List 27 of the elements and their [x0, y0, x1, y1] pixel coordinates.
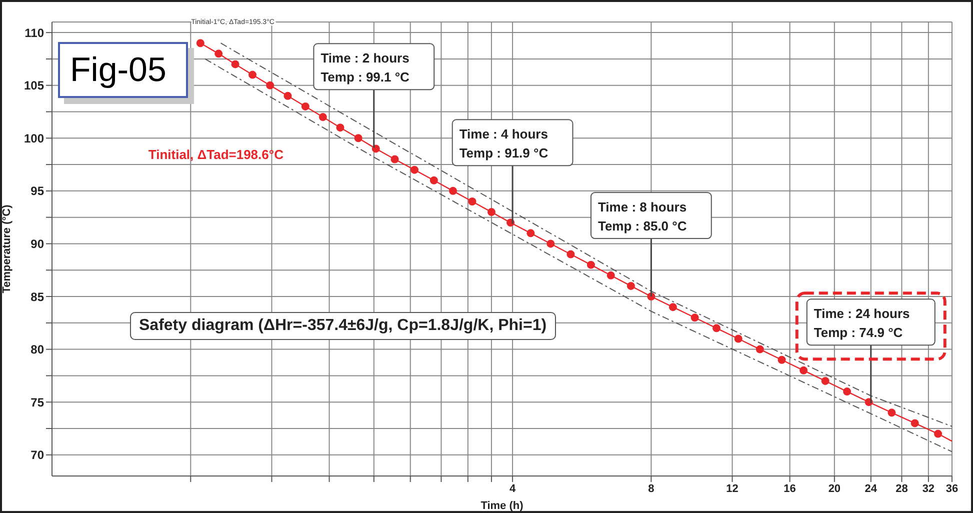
x-tick-label: 8 [648, 482, 654, 495]
y-tick-label: 95 [30, 184, 44, 198]
y-tick-label: 70 [30, 448, 44, 462]
x-tick-label: 24 [864, 482, 878, 495]
y-tick-label: 80 [30, 342, 44, 357]
x-tick-label: 36 [946, 482, 958, 495]
text: Fig-05 [58, 42, 188, 98]
y-tick-label: 105 [24, 78, 44, 93]
x-tick-label: 28 [896, 482, 908, 495]
x-tick-label: 12 [726, 482, 738, 495]
x-tick-label: 4 [509, 482, 516, 495]
y-axis-title: Temperature (°C) [0, 204, 13, 294]
y-tick-label: 100 [24, 131, 44, 146]
y-tick-label: 85 [30, 290, 44, 304]
annotation: Time : 4 hours Temp : 91.9 °C [459, 126, 549, 161]
x-tick-label: 16 [784, 482, 796, 495]
x-axis-title: Time (h) [480, 500, 524, 512]
text: Tinitial, ΔTad=198.6°C [148, 147, 284, 162]
y-tick-label: 75 [30, 395, 44, 410]
x-tick-label: 32 [922, 482, 935, 495]
annotation: Time : 2 hours Temp : 99.1 °C [320, 50, 410, 85]
annotation: Time : 8 hours Temp : 85.0 °C [598, 200, 688, 234]
y-tick-label: 90 [30, 236, 44, 251]
x-tick-label: 20 [828, 482, 841, 495]
annotation: Safety diagram (ΔHr=-357.4±6J/g, Cp=1.8J/g/K, Phi=1) [130, 312, 556, 340]
annotation: Time : 24 hours Temp : 74.9 °C [814, 306, 910, 340]
y-tick-label: 110 [24, 26, 44, 40]
